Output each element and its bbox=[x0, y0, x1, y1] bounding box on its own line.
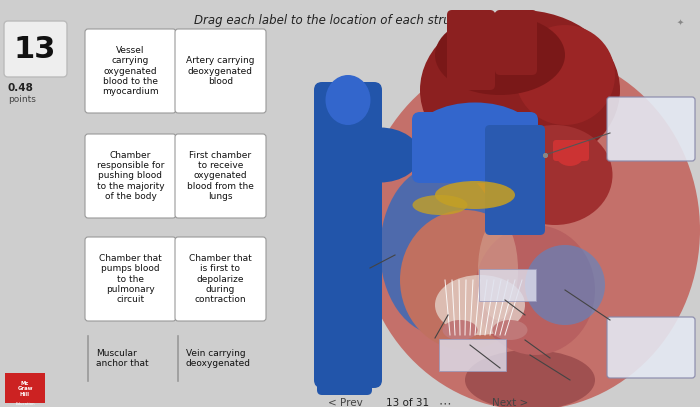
Ellipse shape bbox=[515, 25, 615, 125]
Ellipse shape bbox=[442, 320, 477, 340]
Ellipse shape bbox=[360, 50, 700, 407]
Ellipse shape bbox=[478, 220, 518, 320]
FancyBboxPatch shape bbox=[447, 10, 495, 90]
FancyBboxPatch shape bbox=[607, 97, 695, 161]
FancyBboxPatch shape bbox=[85, 134, 176, 218]
Ellipse shape bbox=[415, 103, 535, 168]
Text: Muscular
anchor that: Muscular anchor that bbox=[96, 349, 148, 368]
Text: Chamber that
pumps blood
to the
pulmonary
circuit: Chamber that pumps blood to the pulmonar… bbox=[99, 254, 162, 304]
FancyBboxPatch shape bbox=[4, 21, 67, 77]
Ellipse shape bbox=[380, 165, 500, 335]
FancyBboxPatch shape bbox=[175, 134, 266, 218]
FancyBboxPatch shape bbox=[85, 237, 176, 321]
Ellipse shape bbox=[400, 210, 530, 350]
FancyBboxPatch shape bbox=[485, 125, 545, 235]
Ellipse shape bbox=[556, 144, 584, 166]
Ellipse shape bbox=[525, 245, 605, 325]
Ellipse shape bbox=[493, 320, 528, 340]
Ellipse shape bbox=[475, 225, 595, 355]
Ellipse shape bbox=[326, 75, 370, 125]
FancyBboxPatch shape bbox=[5, 373, 45, 403]
Text: 13 of 31: 13 of 31 bbox=[386, 398, 430, 407]
FancyBboxPatch shape bbox=[317, 305, 372, 395]
FancyBboxPatch shape bbox=[495, 10, 537, 75]
Text: ✦: ✦ bbox=[676, 18, 683, 27]
Text: Drag each label to the location of each structure described.: Drag each label to the location of each … bbox=[194, 14, 547, 27]
Text: Mc
Graw
Hill: Mc Graw Hill bbox=[18, 381, 33, 397]
FancyBboxPatch shape bbox=[314, 82, 382, 388]
Ellipse shape bbox=[435, 275, 525, 335]
FancyBboxPatch shape bbox=[479, 269, 536, 301]
Text: < Prev: < Prev bbox=[328, 398, 363, 407]
Text: Vein carrying
deoxygenated: Vein carrying deoxygenated bbox=[186, 349, 251, 368]
Text: ⋯: ⋯ bbox=[439, 397, 452, 407]
FancyBboxPatch shape bbox=[607, 317, 695, 378]
FancyBboxPatch shape bbox=[553, 140, 589, 161]
Text: Next >: Next > bbox=[492, 398, 528, 407]
Ellipse shape bbox=[420, 10, 620, 170]
Text: Chamber
responsible for
pushing blood
to the majority
of the body: Chamber responsible for pushing blood to… bbox=[97, 151, 164, 201]
FancyBboxPatch shape bbox=[412, 112, 538, 183]
FancyBboxPatch shape bbox=[175, 29, 266, 113]
Text: points: points bbox=[8, 95, 36, 104]
Ellipse shape bbox=[435, 15, 565, 95]
FancyBboxPatch shape bbox=[175, 237, 266, 321]
Text: Chamber that
is first to
depolarize
during
contraction: Chamber that is first to depolarize duri… bbox=[189, 254, 252, 304]
Text: 13: 13 bbox=[14, 35, 56, 63]
FancyBboxPatch shape bbox=[439, 339, 506, 371]
Ellipse shape bbox=[498, 125, 612, 225]
Ellipse shape bbox=[340, 127, 420, 182]
FancyBboxPatch shape bbox=[85, 29, 176, 113]
Text: Artery carrying
deoxygenated
blood: Artery carrying deoxygenated blood bbox=[186, 56, 255, 86]
Text: First chamber
to receive
oxygenated
blood from the
lungs: First chamber to receive oxygenated bloo… bbox=[187, 151, 254, 201]
Text: 0.48: 0.48 bbox=[8, 83, 34, 93]
Ellipse shape bbox=[465, 350, 595, 407]
Ellipse shape bbox=[412, 195, 468, 215]
Text: Vessel
carrying
oxygenated
blood to the
myocardium: Vessel carrying oxygenated blood to the … bbox=[102, 46, 159, 96]
Text: Education: Education bbox=[15, 402, 35, 406]
Ellipse shape bbox=[435, 181, 515, 209]
